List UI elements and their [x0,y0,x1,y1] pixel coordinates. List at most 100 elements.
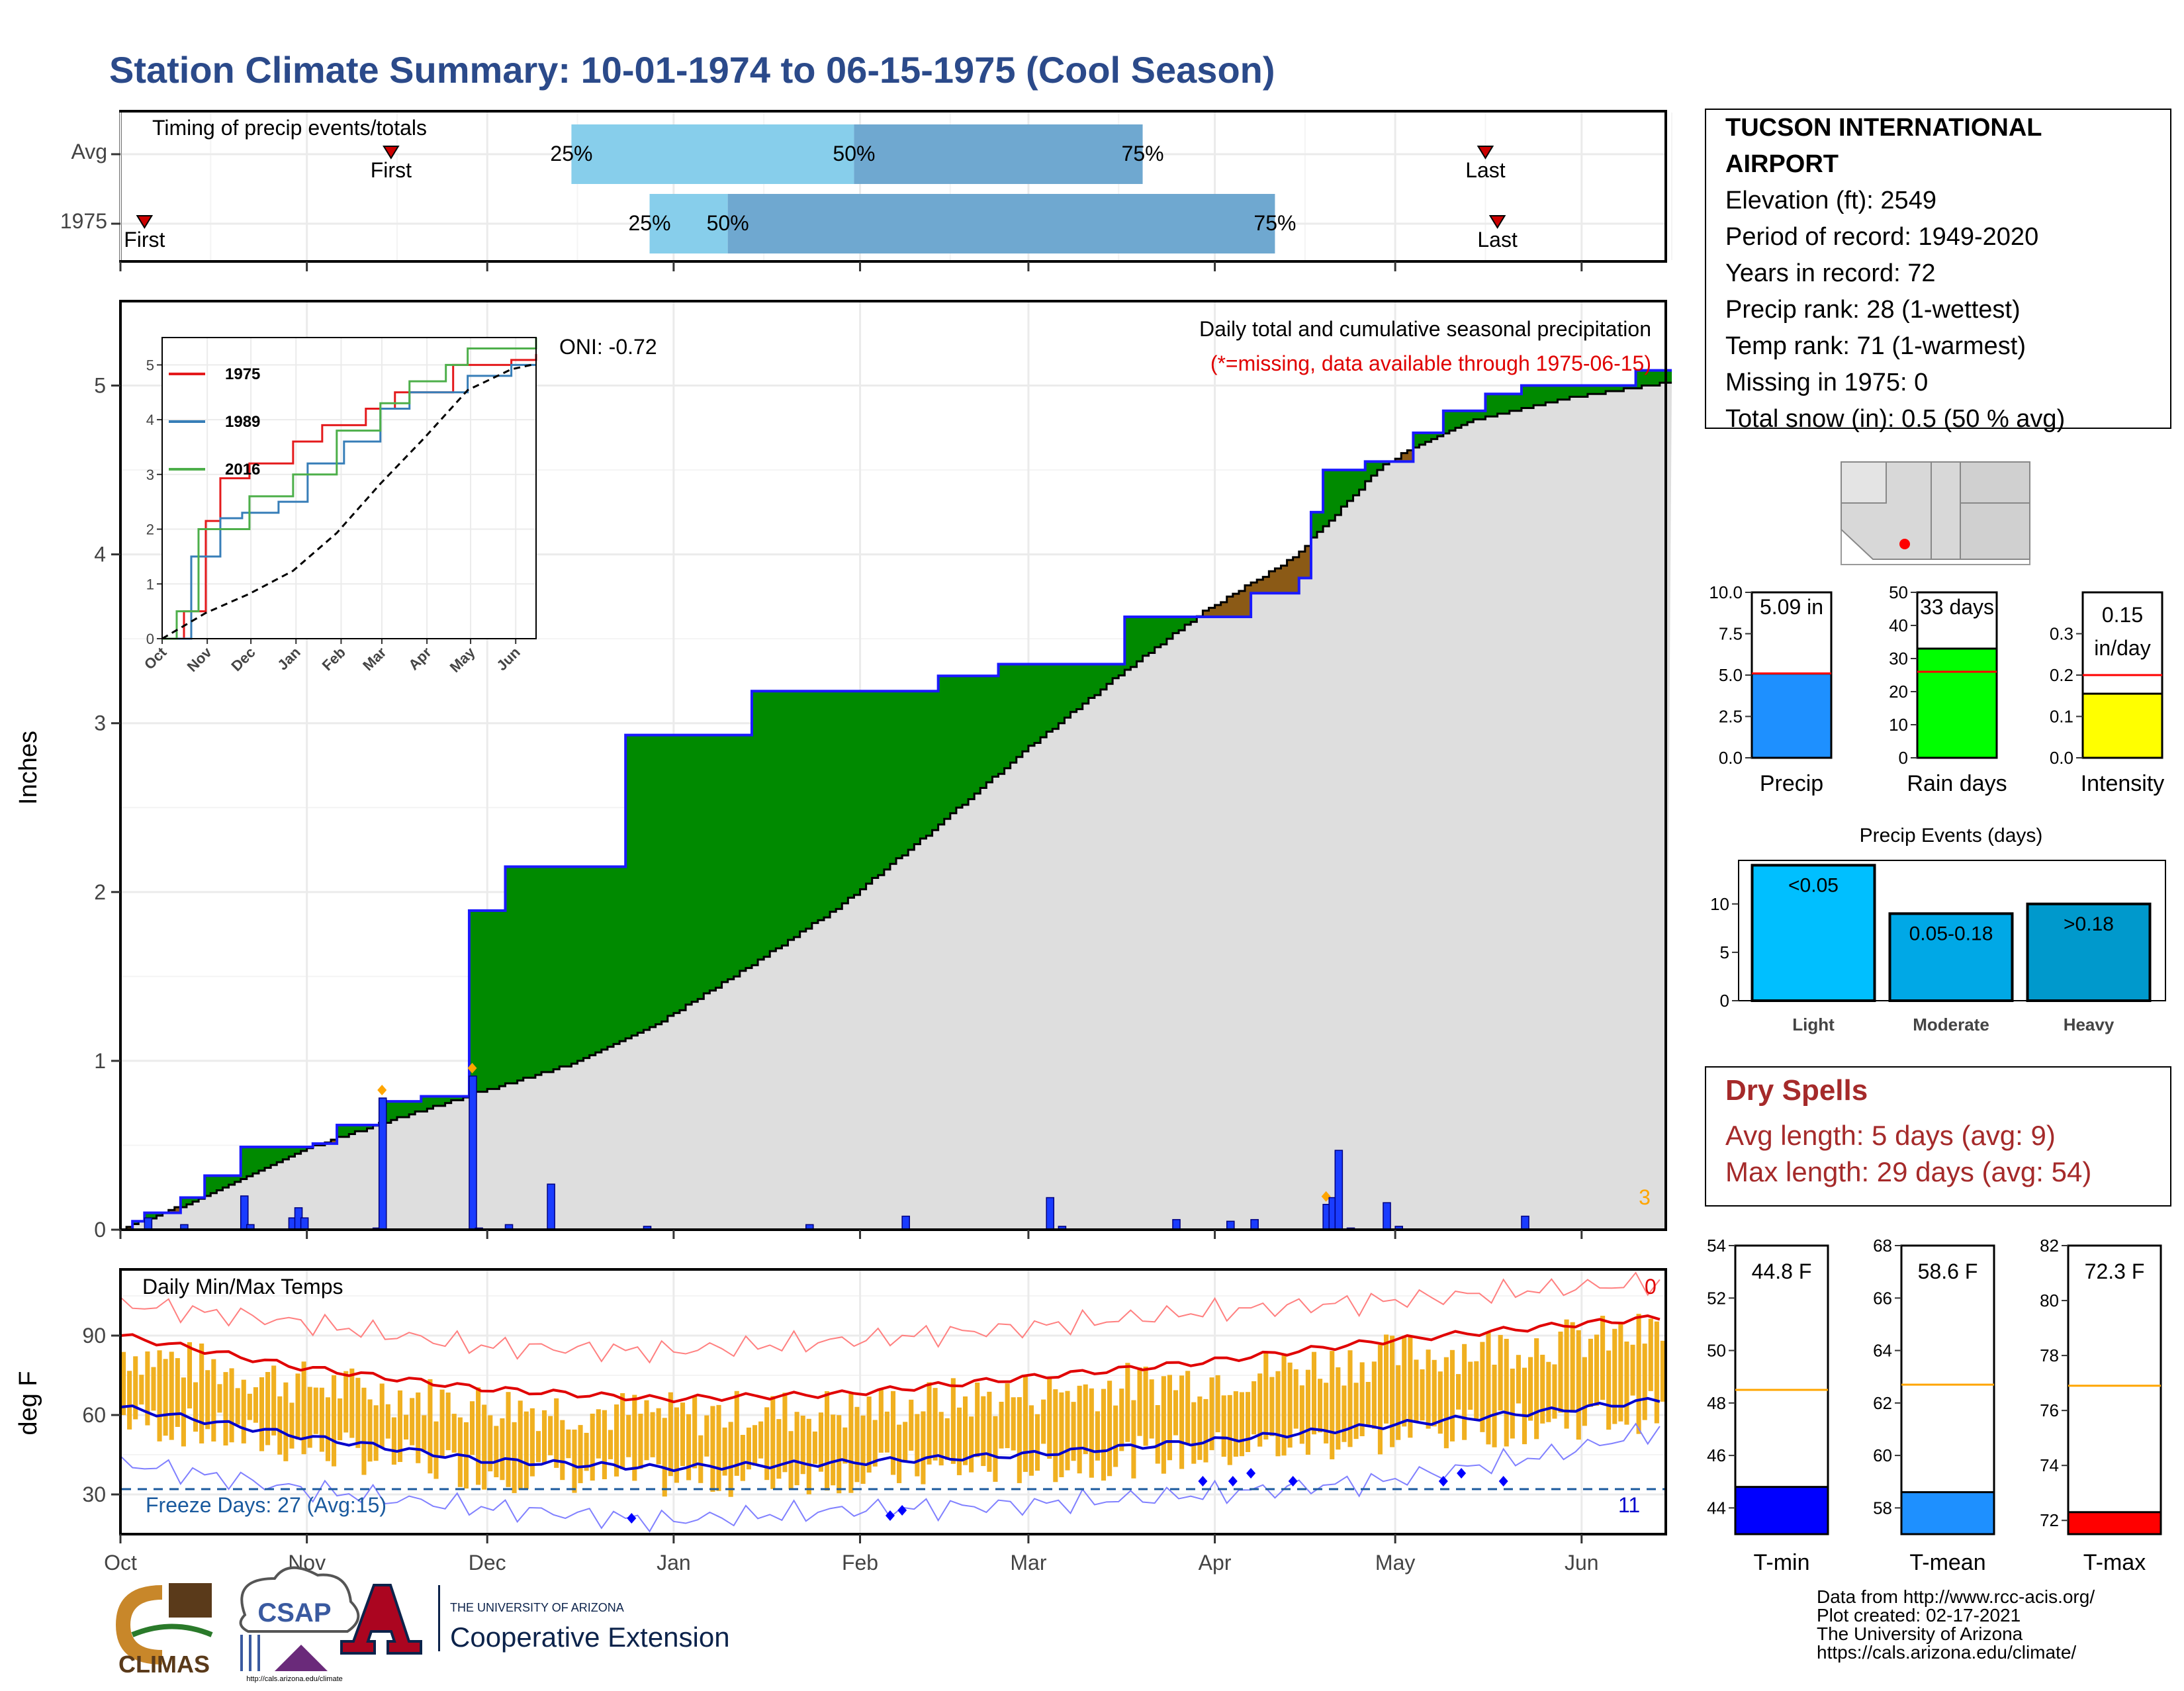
corner-count: 3 [1639,1185,1651,1209]
timing-bar-avg-q1 [571,124,854,184]
daily-temp-bar [1330,1351,1335,1459]
daily-temp-bar [927,1382,932,1465]
summary-category-label: Intensity [2081,771,2165,796]
daily-temp-bar [1576,1330,1581,1440]
daily-temp-bar [1402,1336,1407,1427]
events-bar-Light [1751,864,1876,1002]
daily-temp-bar [1449,1349,1455,1441]
daily-temp-bar [560,1420,565,1481]
temp-xtick-label: Jan [657,1551,691,1575]
credit-line-4: https://cals.arizona.edu/climate/ [1817,1642,2076,1663]
daily-precip-bar [1383,1202,1391,1230]
daily-temp-bar [734,1391,739,1476]
daily-temp-bar [999,1402,1004,1449]
daily-temp-bar [476,1387,481,1485]
daily-temp-bar [1179,1375,1185,1469]
daily-temp-bar [379,1383,385,1447]
station-name-1: TUCSON INTERNATIONAL [1725,114,2042,142]
daily-temp-bar [608,1430,614,1459]
temp-summary-bars: 44 46 48 50 52 54 44.8 F T-min 58 60 62 64 66 68 58.6 … [1707,1236,2162,1575]
freeze-marker [1438,1476,1448,1486]
daily-temp-bar [548,1416,553,1455]
inset-ytick-label: 1 [146,576,154,592]
daily-temp-bar [163,1359,168,1436]
timing-panel: 25% 50% 75% First Last 25% 50% 75% First Last Tim… [60,110,1673,271]
daily-temp-bar [1047,1377,1052,1459]
daily-precip-bar [1172,1218,1181,1230]
ua-small: THE UNIVERSITY OF ARIZONA [450,1601,624,1614]
timing-row-1975: 1975 [60,209,107,233]
station-line: Total snow (in): 0.5 (50 % avg) [1725,405,2065,433]
daily-temp-bar [500,1418,505,1481]
daily-temp-bar [686,1414,692,1481]
daily-temp-bar [938,1412,944,1466]
daily-temp-bar [1137,1367,1142,1436]
events-ytick-label: 5 [1720,942,1729,962]
summary-ytick-label: 30 [1889,649,1908,668]
temp-xtick-label: Jun [1565,1551,1599,1575]
inset-line-1989 [162,363,536,640]
daily-temp-bar [1161,1376,1166,1474]
daily-temp-bar [1005,1383,1010,1449]
daily-temp-bar [445,1393,451,1451]
daily-temp-bar [1246,1392,1251,1452]
station-line: Period of record: 1949-2020 [1725,223,2038,251]
daily-temp-bar [199,1343,205,1443]
daily-temp-bar [566,1429,571,1459]
daily-temp-bar [890,1391,896,1475]
climas-text: CLIMAS [118,1651,210,1678]
daily-temp-bar [512,1422,517,1493]
above-average-area [1310,461,1396,538]
timing-first-marker [136,215,154,229]
daily-temp-bar [506,1392,511,1487]
inset-legend-label: 1989 [225,413,260,431]
daily-temp-bar [1185,1371,1191,1445]
daily-temp-bar [788,1431,794,1489]
timing-last-marker [1477,146,1494,160]
daily-temp-bar [391,1417,396,1465]
daily-temp-bar [728,1422,733,1497]
daily-temp-bar [698,1435,704,1483]
daily-temp-bar [1492,1364,1497,1447]
station-info: TUCSON INTERNATIONAL AIRPORT Elevation (… [1705,109,2171,433]
inset-line-average [161,363,537,640]
daily-temp-bar [1107,1381,1113,1477]
daily-temp-bar [1480,1342,1485,1432]
dry-spells-avg: Avg length: 5 days (avg: 9) [1725,1120,2056,1151]
daily-temp-bar [301,1361,306,1455]
timing-bars: 25% 50% 75% First Last 25% 50% 75% First Last [124,124,1518,253]
daily-temp-bar [523,1411,529,1489]
daily-temp-bar [1654,1321,1659,1424]
daily-temp-bar [1095,1411,1100,1461]
daily-temp-bar [1353,1383,1359,1440]
daily-temp-bar [1558,1331,1563,1413]
events-bar-value: 0.05-0.18 [1909,923,1993,944]
csap-url: http://cals.arizona.edu/climate [246,1675,343,1683]
daily-temp-bar [812,1431,817,1464]
daily-temp-bar [325,1397,330,1461]
daily-temp-bar [439,1389,445,1457]
daily-temp-bar [1293,1369,1298,1429]
daily-temp-bar [397,1390,403,1462]
daily-temp-bar [1540,1354,1545,1424]
daily-temp-bar [1630,1344,1635,1396]
daily-temp-bar [1365,1381,1371,1426]
credit-line-1: Data from http://www.rcc-acis.org/ [1817,1586,2095,1607]
main-note: Daily total and cumulative seasonal prec… [1199,317,1651,341]
daily-temp-bar [343,1371,349,1433]
credits: Data from http://www.rcc-acis.org/ Plot … [1817,1586,2095,1663]
events-bar-label: Heavy [2064,1015,2115,1034]
events-bar-value: >0.18 [2064,913,2114,935]
daily-temp-bar [1612,1328,1617,1424]
timing-last-label: Last [1477,228,1518,251]
daily-temp-bar [1311,1351,1317,1435]
station-line: Precip rank: 28 (1-wettest) [1725,296,2021,324]
daily-temp-bar [518,1400,523,1490]
temp-content [120,1271,1665,1533]
record-max-line [120,1271,1661,1364]
daily-temp-bar [433,1421,439,1479]
summary-bar-Precip [1751,672,1833,759]
avg-max-line [120,1314,1661,1404]
temp-xtick-label: Apr [1199,1551,1232,1575]
daily-temp-bar [1113,1405,1118,1467]
